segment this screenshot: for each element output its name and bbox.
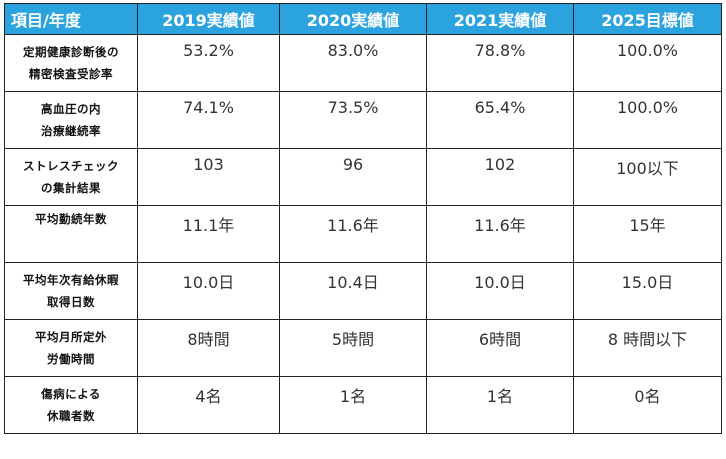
row-label-line: 平均年次有給休暇 — [23, 273, 119, 287]
row-label-line: 労働時間 — [47, 352, 95, 366]
header-2021-actual: 2021実績値 — [426, 3, 574, 35]
cell-2020: 10.4日 — [279, 262, 427, 320]
cell-2025-target: 100以下 — [573, 148, 722, 206]
health-metrics-table-container: 項目/年度 2019実績値 2020実績値 2021実績値 2025目標値 定期… — [4, 3, 722, 434]
header-row: 項目/年度 2019実績値 2020実績値 2021実績値 2025目標値 — [4, 3, 722, 35]
cell-2019: 4名 — [137, 376, 280, 434]
row-label-line: 高血圧の内 — [41, 102, 101, 116]
cell-2019: 103 — [137, 148, 280, 206]
cell-2021: 78.8% — [426, 34, 574, 92]
row-label-line: 定期健康診断後の — [23, 45, 119, 59]
cell-2020: 96 — [279, 148, 427, 206]
header-item-year: 項目/年度 — [4, 3, 138, 35]
row-label-line: 休職者数 — [47, 409, 95, 423]
cell-2019: 53.2% — [137, 34, 280, 92]
cell-2019: 11.1年 — [137, 205, 280, 263]
row-label: 平均勤続年数 — [4, 205, 138, 263]
cell-2025-target: 100.0% — [573, 34, 722, 92]
cell-2020: 5時間 — [279, 319, 427, 377]
row-label-line: 平均月所定外 — [35, 330, 107, 344]
row-label: 定期健康診断後の 精密検査受診率 — [4, 34, 138, 92]
cell-2021: 6時間 — [426, 319, 574, 377]
table-row: 定期健康診断後の 精密検査受診率 53.2% 83.0% 78.8% 100.0… — [4, 34, 722, 92]
cell-2025-target: 15年 — [573, 205, 722, 263]
table-row: 平均年次有給休暇 取得日数 10.0日 10.4日 10.0日 15.0日 — [4, 262, 722, 320]
header-2020-actual: 2020実績値 — [279, 3, 427, 35]
row-label: ストレスチェック の集計結果 — [4, 148, 138, 206]
cell-2020: 73.5% — [279, 91, 427, 149]
cell-2020: 11.6年 — [279, 205, 427, 263]
row-label-line: 治療継続率 — [41, 124, 101, 138]
row-label: 平均月所定外 労働時間 — [4, 319, 138, 377]
table-row: 傷病による 休職者数 4名 1名 1名 0名 — [4, 376, 722, 434]
cell-2020: 1名 — [279, 376, 427, 434]
row-label-line: 平均勤続年数 — [35, 212, 107, 226]
health-metrics-table: 項目/年度 2019実績値 2020実績値 2021実績値 2025目標値 定期… — [4, 3, 722, 434]
header-2019-actual: 2019実績値 — [137, 3, 280, 35]
cell-2021: 10.0日 — [426, 262, 574, 320]
cell-2021: 11.6年 — [426, 205, 574, 263]
table-row: 平均月所定外 労働時間 8時間 5時間 6時間 8 時間以下 — [4, 319, 722, 377]
row-label: 傷病による 休職者数 — [4, 376, 138, 434]
cell-2020: 83.0% — [279, 34, 427, 92]
table-row: 平均勤続年数 11.1年 11.6年 11.6年 15年 — [4, 205, 722, 263]
header-2025-target: 2025目標値 — [573, 3, 722, 35]
cell-2025-target: 100.0% — [573, 91, 722, 149]
row-label-line: 取得日数 — [47, 295, 95, 309]
row-label-line: 傷病による — [41, 387, 101, 401]
cell-2019: 74.1% — [137, 91, 280, 149]
row-label: 平均年次有給休暇 取得日数 — [4, 262, 138, 320]
table-row: ストレスチェック の集計結果 103 96 102 100以下 — [4, 148, 722, 206]
cell-2019: 8時間 — [137, 319, 280, 377]
cell-2019: 10.0日 — [137, 262, 280, 320]
table-row: 高血圧の内 治療継続率 74.1% 73.5% 65.4% 100.0% — [4, 91, 722, 149]
row-label-line: の集計結果 — [41, 181, 101, 195]
cell-2021: 102 — [426, 148, 574, 206]
row-label-line: ストレスチェック — [23, 159, 119, 173]
row-label-line: 精密検査受診率 — [29, 67, 113, 81]
row-label: 高血圧の内 治療継続率 — [4, 91, 138, 149]
cell-2021: 1名 — [426, 376, 574, 434]
cell-2025-target: 15.0日 — [573, 262, 722, 320]
cell-2021: 65.4% — [426, 91, 574, 149]
cell-2025-target: 0名 — [573, 376, 722, 434]
cell-2025-target: 8 時間以下 — [573, 319, 722, 377]
